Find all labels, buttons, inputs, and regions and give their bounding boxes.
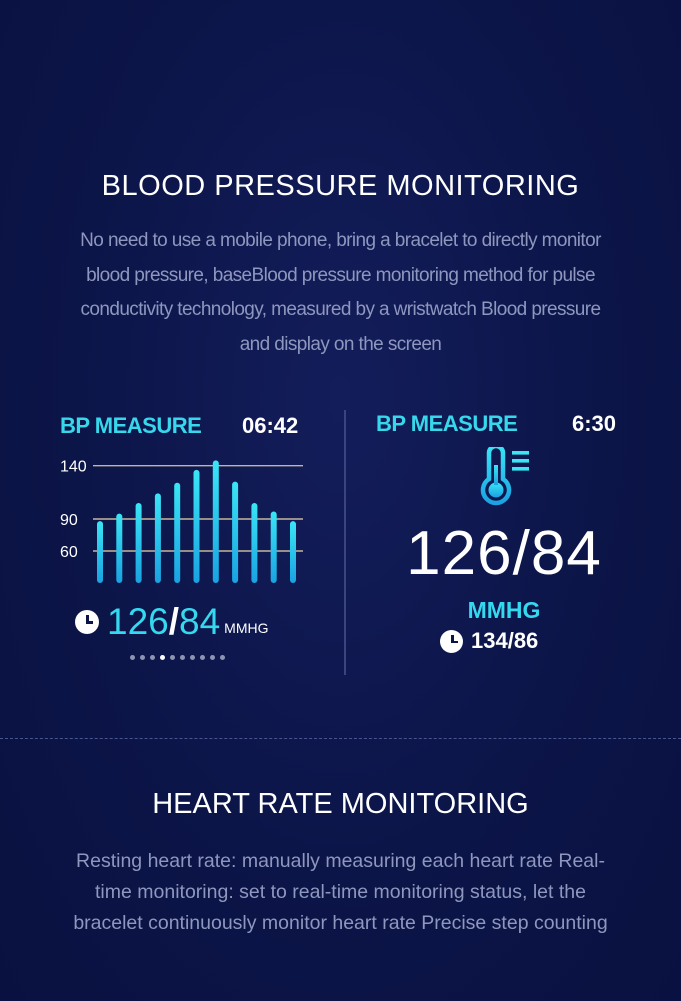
page-dot <box>210 655 215 660</box>
page-dot <box>140 655 145 660</box>
chart-bar <box>232 481 239 583</box>
chart-bar <box>251 503 258 583</box>
bp-measure-label-right: BP MEASURE <box>376 411 518 436</box>
bp-bar-chart: 60 90 140 <box>60 459 303 583</box>
bp-measure-label: BP MEASURE <box>60 413 202 438</box>
page-indicator <box>130 655 225 660</box>
section-description-heart-rate: Resting heart rate: manually measuring e… <box>73 850 608 934</box>
section-title-heart-rate: HEART RATE MONITORING <box>152 788 529 820</box>
dashed-separator <box>0 738 681 739</box>
page-dot <box>180 655 185 660</box>
chart-bar <box>135 503 142 583</box>
bp-reading-large: 126/84 <box>406 519 602 588</box>
chart-bar <box>270 511 277 583</box>
chart-bar <box>174 482 181 583</box>
chart-bar <box>290 521 296 583</box>
y-tick-label: 140 <box>60 459 87 476</box>
watch-time: 06:42 <box>242 413 299 438</box>
section-title-blood-pressure: BLOOD PRESSURE MONITORING <box>101 170 580 202</box>
y-tick-label: 60 <box>60 544 78 561</box>
page-dot <box>150 655 155 660</box>
page-dot <box>170 655 175 660</box>
watch-time-right: 6:30 <box>572 411 617 436</box>
chart-bar <box>97 521 103 583</box>
thermometer-icon <box>480 447 529 506</box>
systolic-value: 126 <box>107 601 169 642</box>
chart-bar <box>193 469 200 583</box>
chart-bar <box>212 460 219 583</box>
unit-label: MMHG <box>224 620 269 636</box>
reading-slash: / <box>168 601 180 642</box>
page-dot <box>220 655 225 660</box>
page-dot <box>130 655 135 660</box>
diastolic-value: 84 <box>179 601 221 642</box>
previous-reading-value: 134/86 <box>471 628 539 653</box>
vertical-divider <box>344 410 346 675</box>
page-dot <box>160 655 165 660</box>
y-tick-label: 90 <box>60 512 78 529</box>
page-dot <box>190 655 195 660</box>
bp-reading: 126 / 84 MMHG <box>75 598 269 642</box>
page-dot <box>200 655 205 660</box>
clock-icon-right <box>440 629 463 653</box>
chart-bar <box>116 513 123 583</box>
previous-reading: 134/86 <box>440 628 538 654</box>
unit-label-right: MMHG <box>467 597 541 623</box>
clock-icon <box>75 610 99 634</box>
chart-bar <box>154 493 161 583</box>
section-description-blood-pressure: No need to use a mobile phone, bring a b… <box>80 230 601 355</box>
